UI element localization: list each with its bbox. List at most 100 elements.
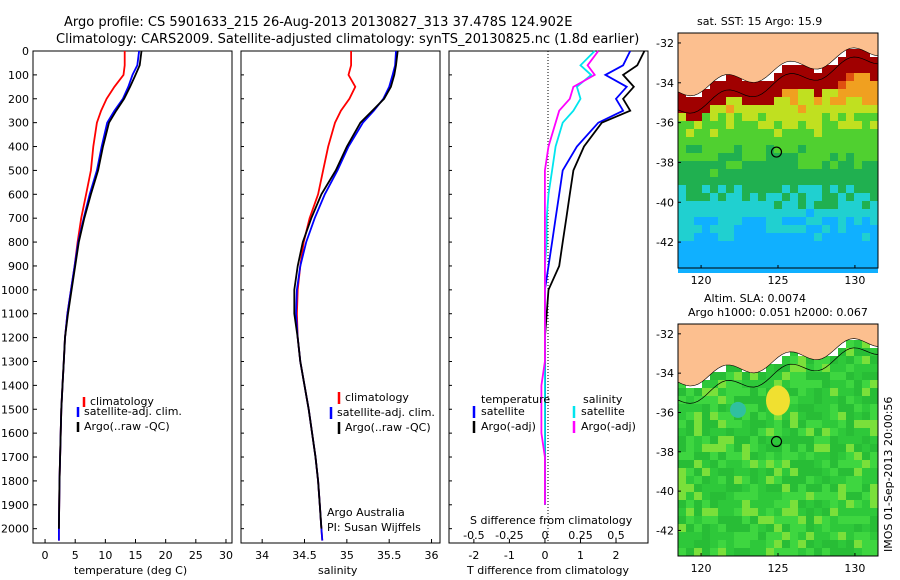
map-cell (718, 177, 726, 185)
map-cell (750, 460, 758, 468)
figure-title-line2: Climatology: CARS2009. Satellite-adjuste… (56, 32, 639, 47)
map-cell (750, 404, 758, 412)
map-cell (814, 145, 822, 153)
map-cell (766, 364, 774, 372)
map-cell (846, 372, 854, 380)
map-cell (710, 508, 718, 516)
map-cell (694, 500, 702, 508)
map-cell (766, 153, 774, 161)
map-cell (718, 81, 726, 89)
map-cell (870, 524, 878, 532)
map-cell (782, 548, 790, 556)
map-cell (830, 185, 838, 193)
map-cell (870, 484, 878, 492)
map-cell (846, 57, 854, 65)
map-cell (774, 161, 782, 169)
map-cell (774, 364, 782, 372)
map-cell (734, 532, 742, 540)
map-cell (862, 169, 870, 177)
map-cell (870, 532, 878, 540)
map-cell (758, 113, 766, 121)
shelf-contour (677, 56, 879, 114)
map-cell (790, 532, 798, 540)
depth-tick-label: 900 (8, 260, 29, 273)
map-cell (806, 257, 814, 265)
map-cell (862, 217, 870, 225)
x-tick-label: 0 (541, 549, 548, 562)
map-cell (766, 532, 774, 540)
s-diff-tick-label: -0.25 (495, 529, 523, 542)
map-cell (798, 444, 806, 452)
map-cell (742, 524, 750, 532)
map-cell (814, 209, 822, 217)
map-cell (686, 396, 694, 404)
map-cell (862, 420, 870, 428)
map-cell (742, 97, 750, 105)
map-cell (790, 380, 798, 388)
map-cell (846, 500, 854, 508)
map-cell (710, 500, 718, 508)
map-cell (758, 500, 766, 508)
depth-tick-label: 0 (22, 45, 29, 58)
map-cell (854, 81, 862, 89)
map-cell (686, 436, 694, 444)
map-cell (822, 65, 830, 73)
map-cell (742, 468, 750, 476)
map-cell (718, 121, 726, 129)
depth-tick-label: 1100 (1, 308, 29, 321)
map-cell (718, 169, 726, 177)
map-cell (734, 500, 742, 508)
map-cell (862, 49, 870, 57)
map-cell (734, 524, 742, 532)
map-cell (862, 209, 870, 217)
map-cell (694, 241, 702, 249)
map-cell (790, 129, 798, 137)
map-cell (766, 89, 774, 97)
map-cell (846, 113, 854, 121)
map-cell (766, 265, 774, 273)
map-cell (766, 193, 774, 201)
map-cell (854, 153, 862, 161)
map-cell (750, 201, 758, 209)
map-cell (750, 508, 758, 516)
map-cell (686, 185, 694, 193)
map-cell (790, 105, 798, 113)
map-cell (742, 460, 750, 468)
map-cell (710, 428, 718, 436)
map-cell (838, 121, 846, 129)
map-cell (870, 516, 878, 524)
map-cell (750, 476, 758, 484)
map-cell (710, 404, 718, 412)
map-cell (798, 548, 806, 556)
map-cell (678, 145, 686, 153)
map-cell (718, 532, 726, 540)
map-cell (678, 492, 686, 500)
map-cell (782, 508, 790, 516)
map-cell (678, 516, 686, 524)
map-cell (790, 65, 798, 73)
map-cell (798, 145, 806, 153)
figure-title-line1: Argo profile: CS 5901633_215 26-Aug-2013… (64, 15, 572, 30)
map-cell (734, 396, 742, 404)
map-cell (702, 404, 710, 412)
map-cell (766, 105, 774, 113)
map-cell (846, 161, 854, 169)
map-cell (702, 137, 710, 145)
map-cell (798, 209, 806, 217)
map-cell (742, 484, 750, 492)
map-cell (766, 436, 774, 444)
map-cell (726, 476, 734, 484)
map-cell (870, 81, 878, 89)
map-cell (702, 169, 710, 177)
map-cell (790, 73, 798, 81)
map-cell (766, 129, 774, 137)
map-cell (742, 193, 750, 201)
map-cell (854, 57, 862, 65)
x-tick-label: 35.5 (377, 549, 402, 562)
map-cell (870, 97, 878, 105)
map-cell (814, 540, 822, 548)
map-cell (782, 241, 790, 249)
map-cell (702, 396, 710, 404)
map-cell (806, 201, 814, 209)
map-cell (862, 97, 870, 105)
